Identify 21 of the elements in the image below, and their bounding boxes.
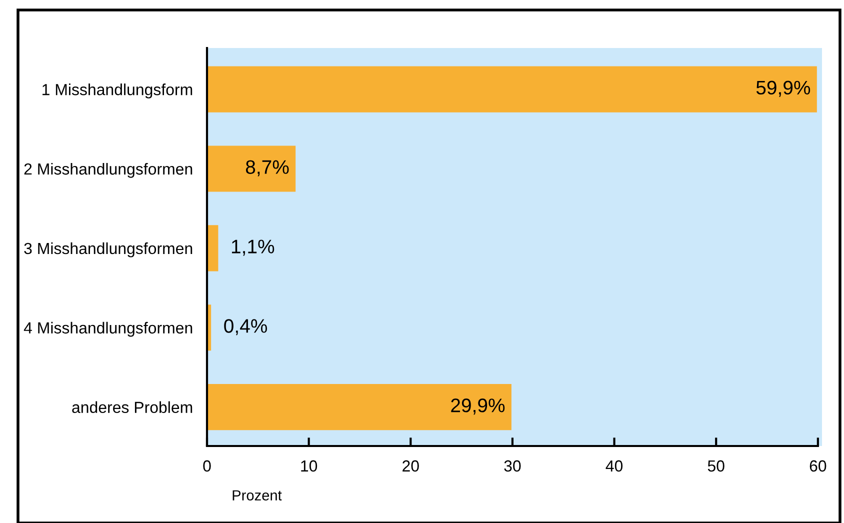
x-tick-label: 20 — [402, 460, 419, 472]
data-label: 0,4% — [224, 319, 267, 336]
bar — [207, 146, 296, 192]
y-tick-label: 3 Misshandlungsformen — [24, 242, 192, 258]
x-tick-label: 10 — [301, 460, 318, 472]
x-tick-label: 60 — [810, 460, 826, 472]
x-tick-label: 30 — [504, 460, 521, 472]
x-axis-title: Prozent — [232, 490, 282, 500]
bar — [207, 384, 512, 430]
data-label: 29,9% — [451, 398, 505, 415]
x-tick-label: 0 — [203, 460, 211, 472]
data-label: 8,7% — [246, 160, 289, 176]
bar — [207, 66, 817, 112]
y-tick-label: anderes Problem — [72, 401, 192, 414]
data-label: 59,9% — [756, 80, 810, 97]
data-label: 1,1% — [232, 240, 274, 256]
y-tick-label: 4 Misshandlungsformen — [24, 322, 192, 337]
y-tick-label: 2 Misshandlungsformen — [24, 162, 192, 178]
x-tick-label: 40 — [606, 460, 623, 472]
x-tick-label: 50 — [708, 460, 724, 472]
y-tick-label: 1 Misshandlungsform — [42, 84, 192, 98]
